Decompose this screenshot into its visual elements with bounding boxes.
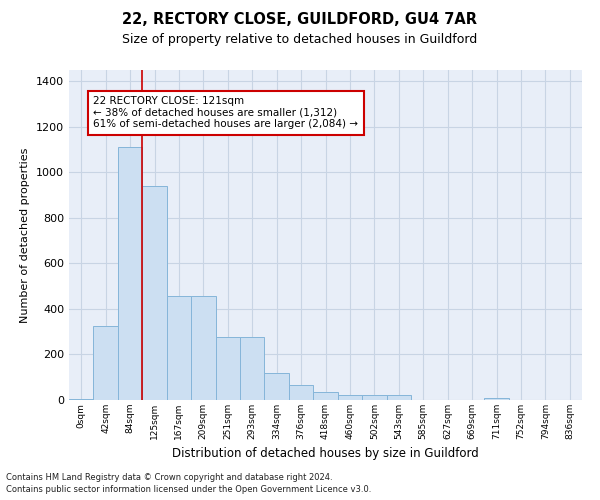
Y-axis label: Number of detached properties: Number of detached properties — [20, 148, 31, 322]
Bar — [362, 396, 386, 400]
Text: Contains HM Land Registry data © Crown copyright and database right 2024.: Contains HM Land Registry data © Crown c… — [6, 472, 332, 482]
Text: Contains public sector information licensed under the Open Government Licence v3: Contains public sector information licen… — [6, 485, 371, 494]
X-axis label: Distribution of detached houses by size in Guildford: Distribution of detached houses by size … — [172, 448, 479, 460]
Text: Size of property relative to detached houses in Guildford: Size of property relative to detached ho… — [122, 32, 478, 46]
Bar — [94, 326, 118, 400]
Bar — [484, 398, 509, 400]
Bar — [240, 338, 265, 400]
Bar — [313, 392, 338, 400]
Bar — [215, 338, 240, 400]
Bar — [118, 148, 142, 400]
Bar — [386, 396, 411, 400]
Bar — [338, 396, 362, 400]
Text: 22 RECTORY CLOSE: 121sqm
← 38% of detached houses are smaller (1,312)
61% of sem: 22 RECTORY CLOSE: 121sqm ← 38% of detach… — [94, 96, 358, 130]
Bar — [265, 372, 289, 400]
Bar — [142, 186, 167, 400]
Text: 22, RECTORY CLOSE, GUILDFORD, GU4 7AR: 22, RECTORY CLOSE, GUILDFORD, GU4 7AR — [122, 12, 478, 28]
Bar — [69, 399, 94, 400]
Bar — [289, 385, 313, 400]
Bar — [191, 296, 215, 400]
Bar — [167, 296, 191, 400]
